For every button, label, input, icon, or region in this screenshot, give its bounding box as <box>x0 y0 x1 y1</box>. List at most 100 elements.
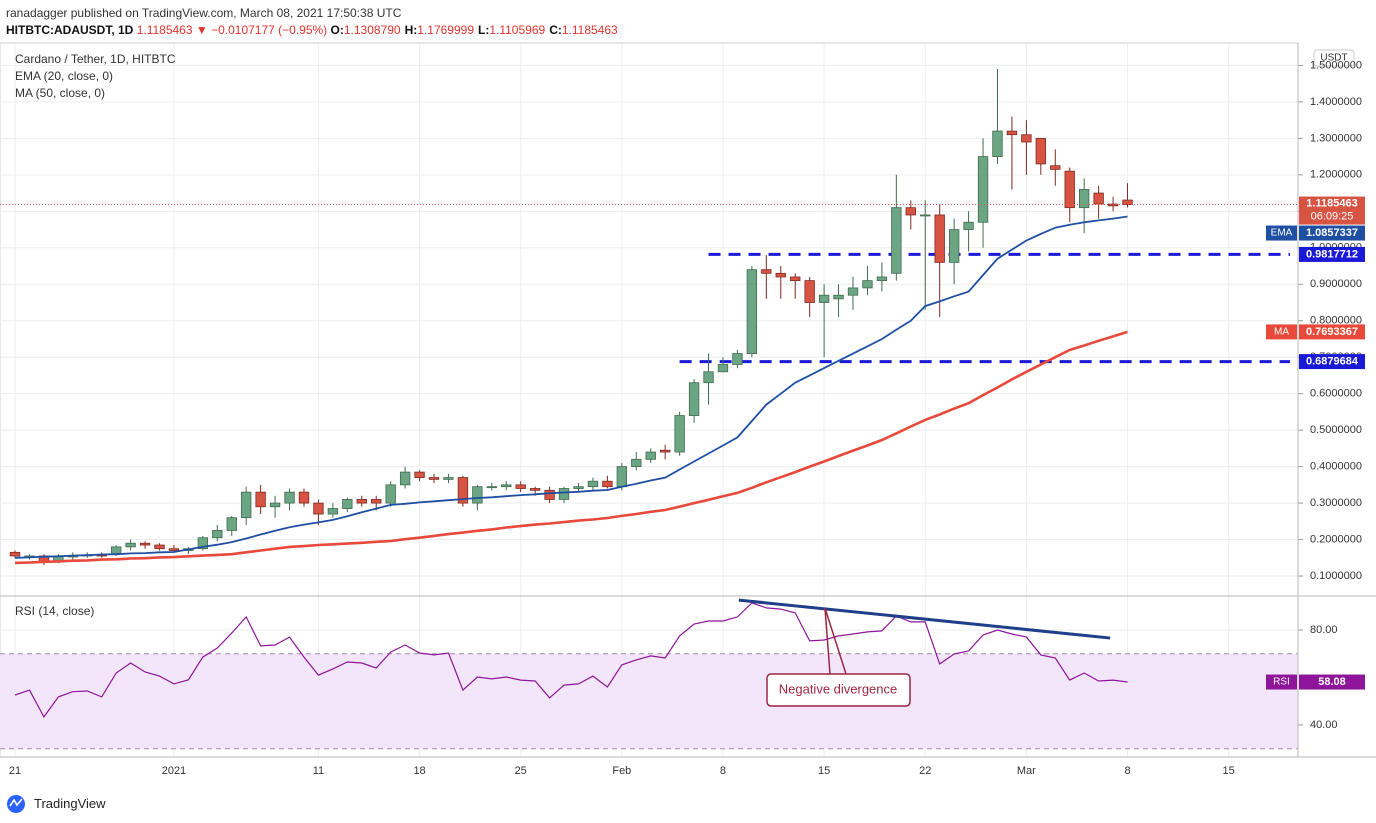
x-tick-label: Mar <box>1017 765 1036 777</box>
annotation-box <box>766 673 911 707</box>
ma-legend: MA (50, close, 0) <box>15 86 105 100</box>
candle-body <box>587 480 599 488</box>
value-tag: 58.08 <box>1318 676 1346 688</box>
publisher-line: ranadagger published on TradingView.com,… <box>6 6 402 20</box>
rsi-tick-label: 40.00 <box>1310 719 1338 731</box>
candle-body <box>284 491 295 504</box>
last-price-box <box>1299 196 1365 225</box>
candle-body <box>385 484 396 504</box>
y-tick-label: 0.1000000 <box>1310 570 1362 582</box>
candle-body <box>891 207 902 274</box>
divergence-trendline <box>738 598 1111 640</box>
candle-body <box>1064 170 1075 209</box>
candle-body <box>761 269 772 274</box>
rsi-legend: RSI (14, close) <box>15 604 94 618</box>
ohlc-value: 1.1185463 <box>561 23 618 37</box>
value-tag-name-box <box>1266 324 1297 340</box>
candle-body <box>529 488 541 491</box>
x-tick-label: 2021 <box>162 765 186 777</box>
x-tick-label: 22 <box>919 765 931 777</box>
value-tag: 1.0857337 <box>1306 227 1358 239</box>
candle-body <box>703 371 714 384</box>
candle-body <box>948 229 960 263</box>
candle-body <box>342 499 353 509</box>
candle-body <box>428 477 440 480</box>
candle-body <box>399 471 411 486</box>
candle-body <box>645 451 656 460</box>
candle-body <box>298 491 310 504</box>
value-tag: 0.6879684 <box>1306 355 1359 367</box>
y-tick-label: 0.3000000 <box>1310 497 1362 509</box>
rsi-line <box>14 602 1128 719</box>
candle-body <box>920 214 931 217</box>
candle-body <box>313 502 324 515</box>
candle-body <box>775 272 786 278</box>
value-tag-name-box <box>1266 225 1297 241</box>
symbol: HITBTC:ADAUSDT, 1D <box>6 23 134 37</box>
candle-body <box>746 269 758 354</box>
y-tick-label: 1.2000000 <box>1310 169 1362 181</box>
candle-body <box>139 542 151 546</box>
candle-body <box>732 353 743 365</box>
candle-body <box>371 499 382 504</box>
x-tick-label: 8 <box>720 765 726 777</box>
candle-body <box>457 477 469 504</box>
ohlc-value: 1.1105969 <box>489 23 546 37</box>
candle-body <box>255 491 266 508</box>
candle-body <box>876 276 888 282</box>
candle-body <box>212 530 223 539</box>
y-tick-label: 0.5000000 <box>1310 424 1362 436</box>
ohlc-label: C: <box>549 23 562 37</box>
annotation: Negative divergence <box>766 607 911 707</box>
candle-body <box>327 508 339 515</box>
x-tick-label: 21 <box>9 765 21 777</box>
candle-body <box>9 551 21 557</box>
unit-label: USDT <box>1320 53 1347 64</box>
value-tag-box <box>1299 354 1365 370</box>
y-tick-label: 0.4000000 <box>1310 461 1362 473</box>
value-tag-box <box>1299 225 1365 241</box>
last-price-label: 1.1185463 <box>1306 197 1357 209</box>
plot-frame <box>0 42 1299 758</box>
candle-body <box>515 484 526 489</box>
candle-body <box>241 491 252 519</box>
candle-body <box>269 502 281 508</box>
ohlc-value: 1.1769999 <box>417 23 475 37</box>
candle-body <box>602 480 613 488</box>
candle-body <box>688 382 700 416</box>
rsi-band <box>0 653 1298 749</box>
logo-glyph <box>9 798 23 807</box>
candle-body <box>544 489 555 500</box>
candle-body <box>963 221 974 230</box>
candle-body <box>1122 199 1133 205</box>
candle-body <box>501 484 512 488</box>
candle-body <box>356 499 367 504</box>
candle-body <box>197 537 209 550</box>
countdown: 06:09:25 <box>1311 210 1354 222</box>
x-tick-label: Feb <box>612 765 631 777</box>
value-tag-box <box>1299 324 1365 340</box>
value-tag: 0.9817712 <box>1306 248 1358 260</box>
candle-body <box>631 458 642 468</box>
candle-body <box>660 449 671 453</box>
marks <box>0 69 1298 750</box>
x-tick-label: 8 <box>1124 765 1130 777</box>
candle-body <box>168 548 180 551</box>
candle-body <box>905 207 916 216</box>
y-tick-label: 1.4000000 <box>1310 96 1362 108</box>
logo <box>7 795 25 813</box>
candle-body <box>125 542 136 548</box>
candle-body <box>1050 165 1061 170</box>
candle-body <box>443 477 454 480</box>
rsi-tick-label: 80.00 <box>1310 624 1338 636</box>
ohlc-label: H: <box>404 23 418 37</box>
candle-body <box>1006 130 1018 136</box>
value-tag-name: EMA <box>1271 228 1293 239</box>
candle-body <box>1093 192 1104 205</box>
ema-legend: EMA (20, close, 0) <box>15 69 113 83</box>
candle-body <box>790 276 801 282</box>
ohlc-value: 1.1308790 <box>343 23 401 37</box>
candle-body <box>573 486 584 489</box>
